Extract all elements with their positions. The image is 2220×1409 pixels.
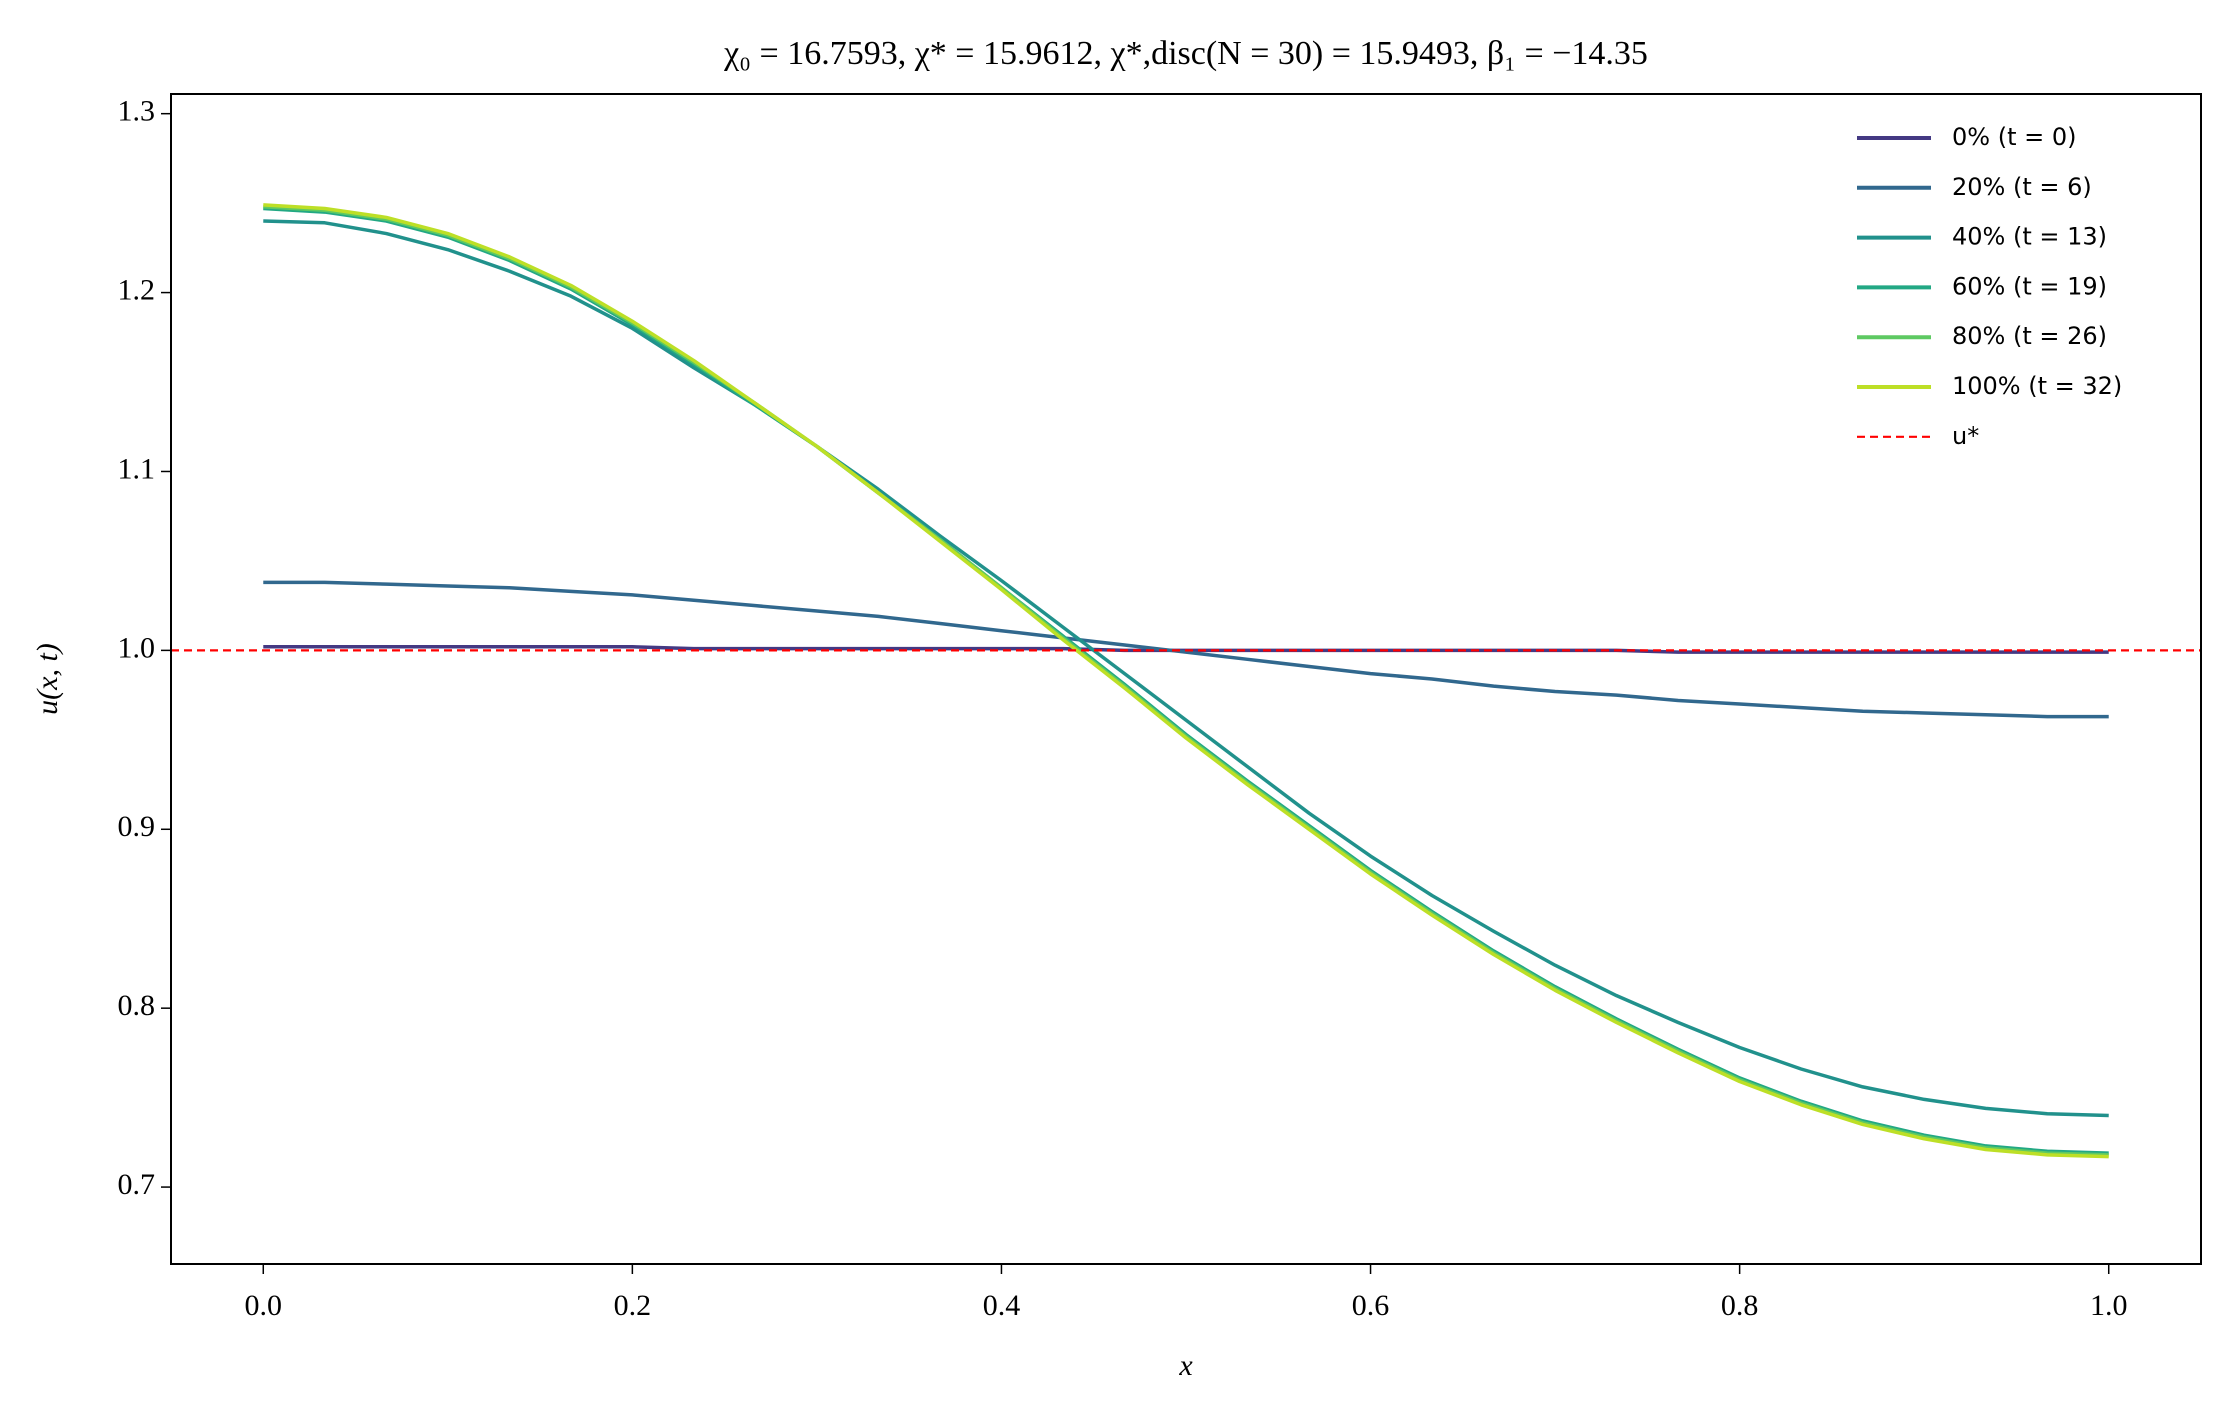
y-tick-label: 1.1 xyxy=(118,452,156,485)
legend-label: u* xyxy=(1952,422,1979,450)
x-tick-label: 0.6 xyxy=(1352,1289,1390,1322)
x-tick-label: 0.2 xyxy=(614,1289,652,1322)
legend-label: 20% (t = 6) xyxy=(1952,173,2092,201)
series-line xyxy=(263,203,2109,1159)
legend-label: 40% (t = 13) xyxy=(1952,223,2107,251)
legend-label: 0% (t = 0) xyxy=(1952,123,2076,151)
y-axis-label: u(x, t) xyxy=(31,643,64,715)
y-tick-label: 0.8 xyxy=(118,989,156,1022)
y-tick-label: 1.3 xyxy=(118,95,156,128)
y-tick-label: 1.2 xyxy=(118,273,156,306)
legend-label: 60% (t = 19) xyxy=(1952,272,2107,300)
legend-label: 80% (t = 26) xyxy=(1952,322,2107,350)
plot-frame xyxy=(170,93,2202,1265)
chart-title: χ₀ = 16.7593, χ* = 15.9612, χ*,disc(N = … xyxy=(723,35,1648,72)
series-line xyxy=(263,206,2109,1155)
y-tick-label: 0.7 xyxy=(118,1168,156,1201)
legend-label: 100% (t = 32) xyxy=(1952,372,2122,400)
x-tick-label: 0.0 xyxy=(245,1289,283,1322)
x-tick-label: 1.0 xyxy=(2090,1289,2128,1322)
x-tick-label: 0.8 xyxy=(1721,1289,1759,1322)
legend: 0% (t = 0) 20% (t = 6) 40% (t = 13) 60% (t … xyxy=(1857,123,2122,450)
x-axis-label: x xyxy=(1178,1349,1193,1382)
series-line xyxy=(263,204,2109,1157)
y-tick-label: 0.9 xyxy=(118,810,156,843)
series-line xyxy=(263,219,2109,1118)
x-tick-label: 0.4 xyxy=(983,1289,1021,1322)
series-line xyxy=(263,580,2109,719)
y-tick-label: 1.0 xyxy=(118,631,156,664)
